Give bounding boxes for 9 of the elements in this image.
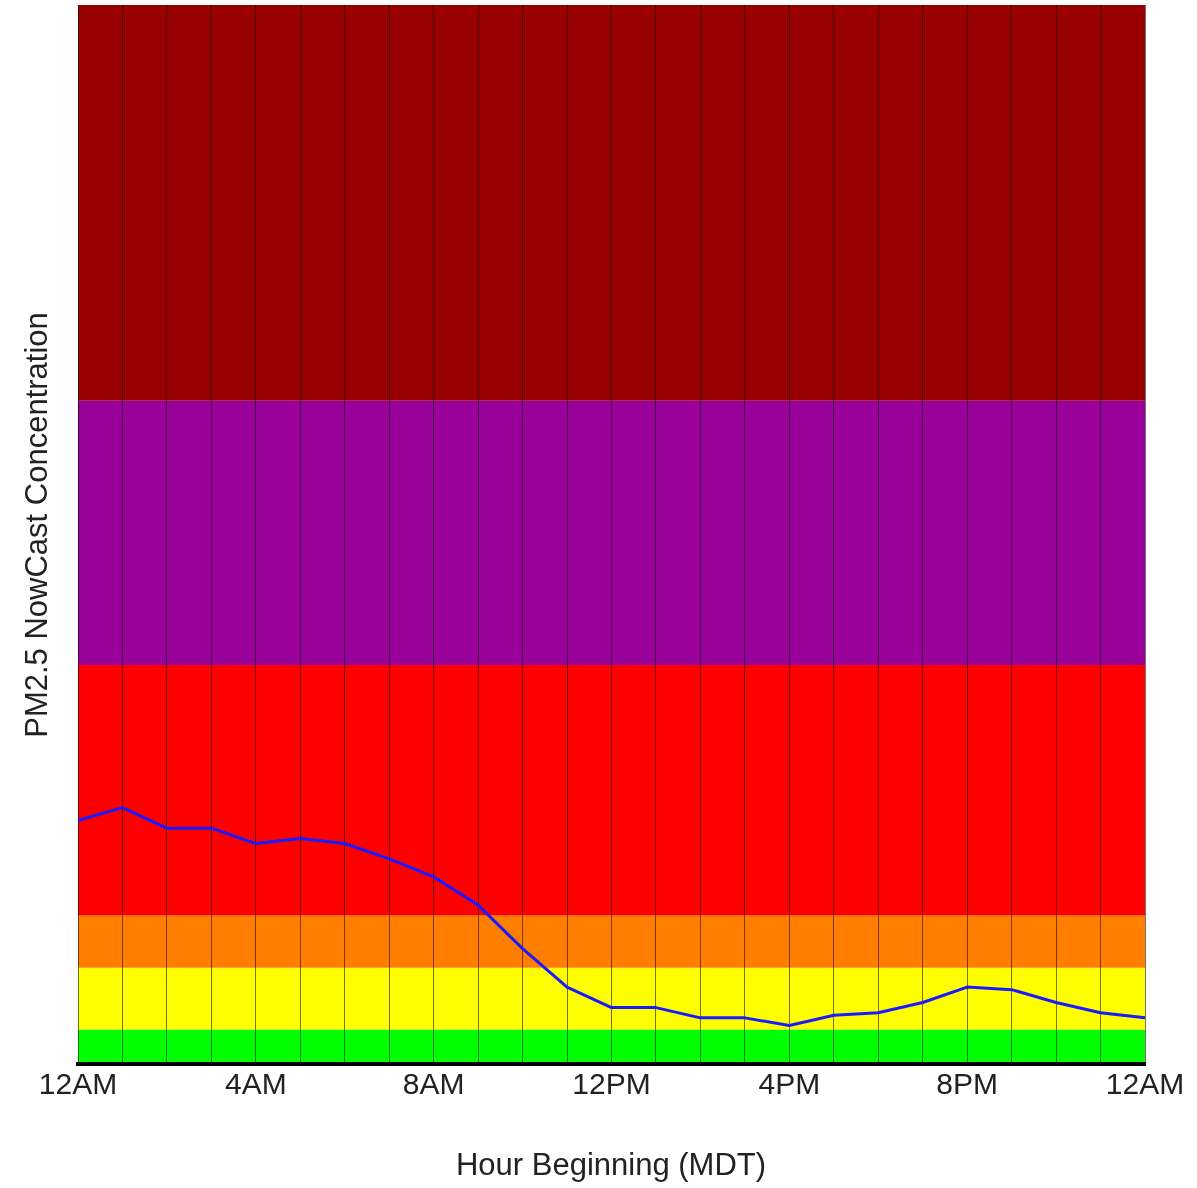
x-tick-label: 12AM: [38, 1067, 118, 1101]
y-axis-title: PM2.5 NowCast Concentration: [19, 312, 55, 738]
x-tick-label: 12PM: [572, 1067, 651, 1101]
x-tick-label: 12AM: [1105, 1067, 1185, 1101]
x-tick-label: 8AM: [402, 1067, 465, 1101]
x-tick-label: 4PM: [758, 1067, 821, 1101]
x-tick-label: 4AM: [224, 1067, 287, 1101]
x-axis-title: Hour Beginning (MDT): [455, 1147, 767, 1183]
x-tick-label: 8PM: [936, 1067, 999, 1101]
